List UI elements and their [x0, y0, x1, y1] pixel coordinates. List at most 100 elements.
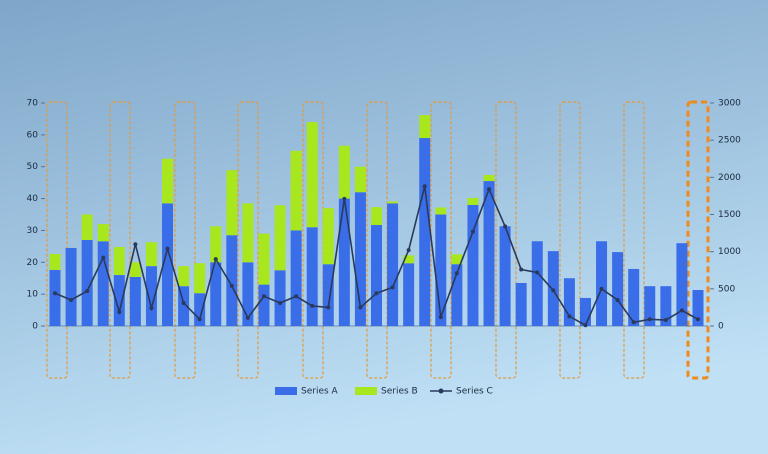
line-point [165, 246, 170, 251]
y2-tick-label: 2500 [718, 136, 741, 146]
line-point [133, 242, 138, 247]
bar [210, 226, 222, 263]
line-point [310, 303, 315, 308]
legend-label: Series A [301, 387, 339, 397]
line-point [503, 224, 508, 229]
line-point [326, 305, 331, 310]
bar [258, 233, 270, 285]
bar [612, 252, 624, 326]
y-tick-label: 60 [27, 130, 39, 140]
bar [467, 204, 479, 326]
bar [113, 246, 125, 276]
bar [483, 174, 495, 182]
line-point [390, 285, 395, 290]
bar [129, 276, 141, 326]
line-point [342, 196, 347, 201]
bar [322, 264, 334, 326]
line-point [696, 317, 700, 322]
line-point [551, 288, 556, 293]
line-point [454, 271, 459, 276]
legend-swatch [438, 388, 444, 394]
bar [579, 297, 591, 326]
line-point [149, 306, 154, 311]
bar [258, 284, 270, 326]
bar [145, 242, 157, 267]
bar [49, 254, 61, 270]
bar [644, 286, 656, 326]
bar [435, 207, 447, 215]
y-tick-label: 30 [27, 226, 39, 236]
bar [194, 293, 206, 326]
bar [306, 227, 318, 326]
line-point [261, 294, 266, 299]
bar [178, 266, 190, 287]
bar [242, 262, 254, 326]
bar [660, 286, 672, 326]
line-point [583, 323, 588, 328]
line-point [117, 309, 122, 314]
line-point [85, 289, 90, 294]
line-point [599, 286, 604, 291]
line-point [213, 257, 218, 262]
bar [563, 278, 575, 326]
bar [451, 254, 463, 265]
line-point [245, 315, 250, 320]
y2-tick-label: 1000 [718, 247, 741, 257]
bar [451, 264, 463, 326]
bar [65, 247, 77, 326]
y2-tick-label: 1500 [718, 210, 741, 220]
y2-tick-label: 0 [718, 322, 724, 332]
y-tick-label: 40 [27, 194, 39, 204]
bar [403, 255, 415, 264]
bar [81, 214, 93, 240]
highlight-boxes [46, 100, 710, 380]
line-point [406, 248, 411, 253]
line-point [197, 317, 202, 322]
bar [129, 262, 141, 277]
bar [387, 203, 399, 326]
line-point [374, 291, 379, 296]
bar [531, 241, 543, 326]
line-point [567, 314, 572, 319]
line-point [663, 318, 668, 323]
legend-label: Series C [456, 387, 493, 397]
bar [290, 150, 302, 231]
bar [483, 181, 495, 326]
bar [97, 224, 109, 242]
line-point [487, 187, 492, 192]
line-point [438, 315, 443, 320]
bar [419, 138, 431, 326]
bar [226, 170, 238, 236]
line-point [101, 255, 106, 260]
bar [194, 263, 206, 294]
bar [338, 145, 350, 199]
bar [515, 282, 527, 326]
bar [435, 214, 447, 326]
bar [628, 268, 640, 326]
bar [371, 207, 382, 226]
y2-tick-label: 3000 [718, 99, 741, 109]
line-point [631, 320, 636, 325]
bar [226, 235, 238, 326]
bar [274, 270, 286, 326]
line-point [615, 297, 620, 302]
bar [499, 226, 511, 326]
bar [178, 286, 190, 326]
line-point [358, 305, 363, 310]
bar [81, 239, 93, 326]
y-tick-label: 70 [27, 99, 39, 109]
legend-swatch [355, 387, 377, 395]
line-point [69, 297, 74, 302]
bar [145, 266, 157, 326]
y2-tick-label: 500 [718, 284, 735, 294]
bar [162, 158, 174, 204]
line-point [53, 291, 57, 296]
bar [113, 275, 125, 326]
y-tick-label: 10 [27, 290, 39, 300]
legend-swatch [275, 387, 297, 395]
bar [596, 241, 608, 326]
line-point [278, 300, 283, 305]
y-tick-label: 0 [32, 322, 38, 332]
bar [403, 263, 415, 326]
bar [354, 166, 366, 193]
